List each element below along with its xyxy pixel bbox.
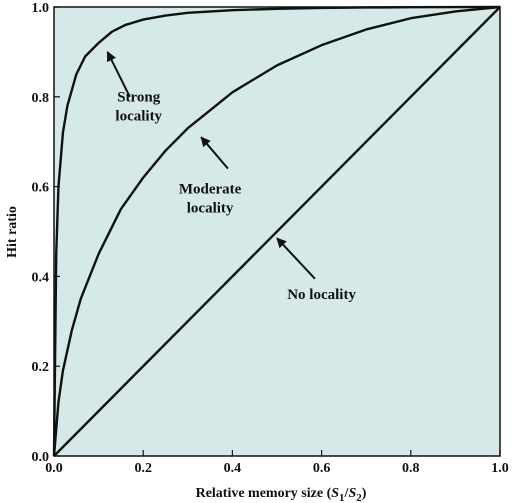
y-axis-title: Hit ratio (5, 206, 20, 258)
series-line-no-locality (53, 6, 501, 457)
annotation-label: Moderate (179, 181, 242, 197)
y-tick-label: 0.8 (32, 91, 50, 106)
annotation-label: locality (115, 108, 162, 124)
x-tick-label: 0.8 (402, 461, 420, 476)
annotation-strong-locality: Strong locality (106, 51, 163, 124)
annotation-no-locality: No locality (276, 237, 356, 303)
x-axis-title-s1: S (331, 486, 339, 501)
annotation-label: locality (187, 200, 234, 216)
annotation-arrow (106, 51, 131, 98)
y-tick-label: 0.6 (32, 181, 50, 196)
x-axis-title-s2: S (348, 486, 356, 501)
annotation-label: Strong (117, 89, 161, 105)
annotation-arrow (200, 136, 229, 170)
x-axis-title-sub1: 1 (339, 492, 345, 503)
x-axis-title: Relative memory size (S1/S2) (196, 486, 367, 503)
x-axis-title-sub2: 2 (356, 492, 362, 503)
y-tick-label: 0.0 (32, 450, 50, 465)
annotations: Strong locality Moderate locality No localit… (106, 51, 356, 303)
y-axis: 0.0 0.2 0.4 0.6 0.8 1.0 (32, 1, 60, 465)
annotation-arrow (276, 237, 316, 280)
curves (52, 5, 501, 457)
x-axis-title-suffix: ) (362, 486, 367, 501)
x-axis-title-prefix: Relative memory size ( (196, 486, 332, 501)
x-axis-title-slash: / (344, 486, 350, 501)
x-tick-label: 1.0 (491, 461, 509, 476)
annotation-label: No locality (287, 287, 356, 303)
x-tick-label: 0.0 (45, 461, 63, 476)
y-tick-label: 1.0 (32, 1, 50, 16)
x-axis: 0.0 0.2 0.4 0.6 0.8 1.0 (45, 450, 509, 476)
x-tick-label: 0.6 (313, 461, 331, 476)
y-tick-label: 0.2 (32, 360, 50, 375)
annotation-moderate-locality: Moderate locality (179, 136, 242, 216)
y-tick-label: 0.4 (32, 270, 50, 285)
series-line-moderate-locality (52, 5, 501, 457)
series-line-strong-locality (52, 5, 501, 457)
x-tick-label: 0.2 (134, 461, 152, 476)
x-tick-label: 0.4 (224, 461, 242, 476)
